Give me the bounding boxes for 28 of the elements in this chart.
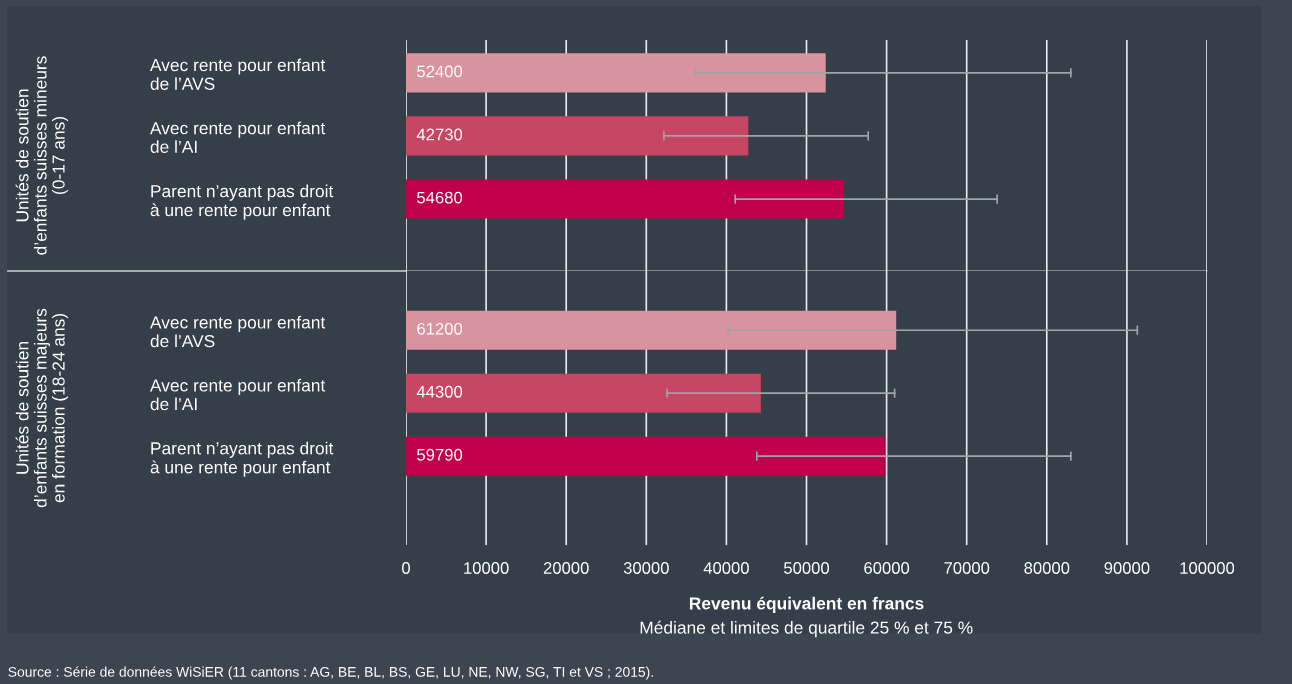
y-tick-label: Parent n’ayant pas droit à une rente pour enfant bbox=[150, 441, 334, 477]
x-axis-title: Revenu équivalent en francs bbox=[689, 596, 924, 613]
y-tick-label: Avec rente pour enfant de l’AI bbox=[149, 121, 326, 153]
x-tick-label: 100000 bbox=[1180, 562, 1235, 574]
y-tick-label: Avec rente pour enfant de l’AI bbox=[149, 378, 326, 411]
data-label: 59790 bbox=[417, 448, 463, 461]
data-label: 54680 bbox=[417, 191, 463, 204]
y-tick-label: Avec rente pour enfant de l’AVS bbox=[149, 58, 326, 90]
y-tick-label: Parent n’ayant pas droit à une rente pour enfant bbox=[150, 184, 334, 220]
source-note: Source : Série de données WiSiER (11 cantons : AG, BE, BL, BS, GE, LU, NE, NW, SG, TI et VS ; 2015). bbox=[8, 666, 653, 680]
x-tick-label: 80000 bbox=[1024, 562, 1070, 574]
x-tick-label: 0 bbox=[402, 562, 410, 574]
x-tick-label: 10000 bbox=[464, 562, 509, 574]
data-label: 44300 bbox=[416, 385, 463, 398]
y-tick-label: Avec rente pour enfant de l’AVS bbox=[149, 315, 326, 348]
x-tick-label: 90000 bbox=[1104, 562, 1150, 574]
text: Unités de soutien d’enfants suisses majeurs en formation (18-24 ans) bbox=[15, 308, 69, 508]
x-tick-label: 60000 bbox=[864, 562, 910, 574]
x-tick-label: 50000 bbox=[784, 562, 830, 574]
data-label: 61200 bbox=[417, 322, 463, 335]
x-tick-label: 70000 bbox=[944, 562, 990, 574]
data-label: 42730 bbox=[416, 128, 463, 141]
text: Médiane et limites de quartile 25 % et 75 % bbox=[640, 620, 973, 638]
x-tick-label: 40000 bbox=[703, 562, 749, 574]
x-tick-label: 20000 bbox=[543, 562, 589, 574]
x-tick-label: 30000 bbox=[623, 562, 669, 574]
data-label: 52400 bbox=[417, 65, 463, 78]
text: Unités de soutien d’enfants suisses mineurs (0-17 ans) bbox=[15, 56, 69, 255]
